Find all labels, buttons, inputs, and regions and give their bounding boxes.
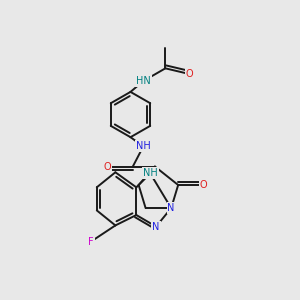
Text: HN: HN	[136, 76, 151, 86]
Text: NH: NH	[143, 168, 158, 178]
Text: N: N	[152, 222, 160, 232]
Text: N: N	[167, 203, 175, 213]
Text: O: O	[186, 69, 194, 79]
Text: F: F	[88, 237, 94, 247]
Text: O: O	[200, 180, 208, 190]
Text: O: O	[103, 161, 111, 172]
Text: NH: NH	[136, 141, 151, 152]
